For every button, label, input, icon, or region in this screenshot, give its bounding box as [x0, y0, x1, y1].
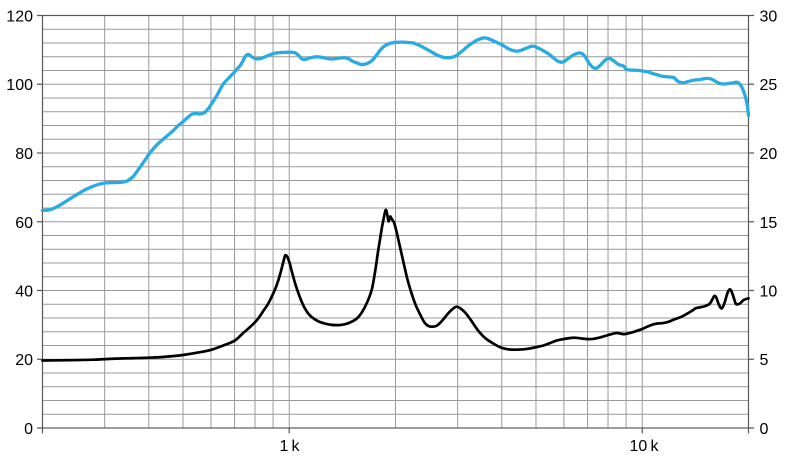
svg-text:10: 10	[760, 284, 778, 301]
svg-text:100: 100	[6, 77, 33, 94]
svg-text:120: 120	[6, 9, 33, 26]
svg-text:0: 0	[24, 421, 33, 438]
svg-text:0: 0	[760, 421, 769, 438]
svg-text:1 k: 1 k	[279, 438, 300, 455]
svg-text:10 k: 10 k	[630, 438, 660, 455]
svg-text:60: 60	[15, 215, 33, 232]
svg-text:15: 15	[760, 215, 778, 232]
svg-text:25: 25	[760, 77, 778, 94]
svg-text:80: 80	[15, 146, 33, 163]
svg-text:20: 20	[760, 146, 778, 163]
svg-text:5: 5	[760, 352, 769, 369]
svg-text:30: 30	[760, 9, 778, 26]
svg-text:40: 40	[15, 284, 33, 301]
svg-text:20: 20	[15, 352, 33, 369]
